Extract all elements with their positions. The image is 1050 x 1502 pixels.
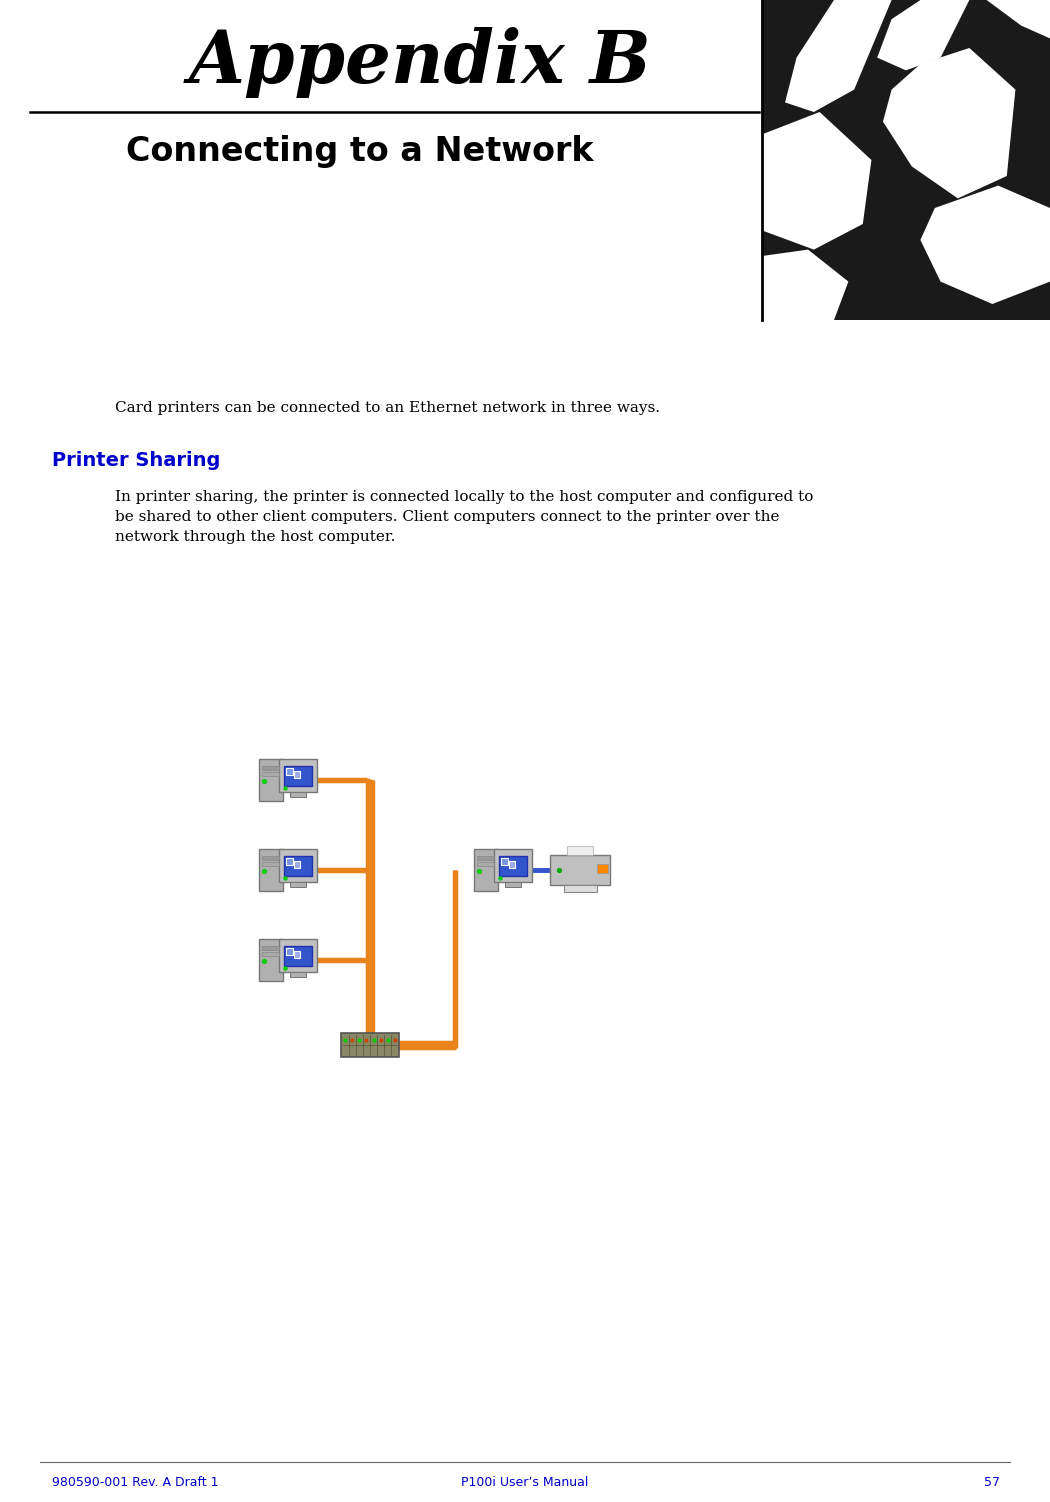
Bar [505, 882, 521, 886]
Bar [291, 882, 306, 886]
Bar [284, 856, 313, 876]
Polygon shape [921, 186, 1050, 303]
Bar [294, 951, 300, 957]
Polygon shape [785, 0, 891, 113]
Bar [597, 864, 608, 873]
Bar [499, 856, 527, 876]
Polygon shape [762, 113, 871, 249]
Bar [279, 759, 317, 792]
Bar [261, 856, 279, 861]
Bar [477, 862, 495, 865]
Bar [291, 792, 306, 796]
Bar [286, 858, 293, 865]
Bar [294, 771, 300, 778]
Bar [284, 946, 313, 966]
Bar [501, 858, 507, 865]
Bar [261, 952, 279, 955]
Bar [567, 846, 593, 855]
Text: Printer Sharing: Printer Sharing [52, 451, 220, 470]
Text: Appendix B: Appendix B [189, 27, 651, 98]
Bar [564, 885, 596, 892]
Bar [477, 856, 495, 861]
Polygon shape [883, 48, 1015, 198]
Polygon shape [987, 0, 1050, 39]
Text: P100i User’s Manual: P100i User’s Manual [461, 1475, 589, 1488]
Bar [261, 766, 279, 771]
Bar [294, 861, 300, 868]
Text: Card printers can be connected to an Ethernet network in three ways.: Card printers can be connected to an Eth… [116, 401, 660, 415]
Bar [286, 768, 293, 775]
Text: network through the host computer.: network through the host computer. [116, 530, 396, 544]
Text: 57: 57 [984, 1475, 1000, 1488]
Bar [474, 849, 498, 891]
Text: In printer sharing, the printer is connected locally to the host computer and co: In printer sharing, the printer is conne… [116, 490, 814, 505]
Bar [258, 849, 282, 891]
Polygon shape [877, 0, 969, 71]
Bar [286, 948, 293, 954]
Bar [291, 972, 306, 976]
Bar [762, 0, 1050, 320]
Text: Connecting to a Network: Connecting to a Network [126, 135, 593, 168]
Bar [261, 772, 279, 775]
Bar [762, 0, 1050, 320]
Text: be shared to other client computers. Client computers connect to the printer ove: be shared to other client computers. Cli… [116, 511, 779, 524]
Bar [341, 1033, 399, 1057]
Polygon shape [762, 249, 848, 320]
Bar [279, 849, 317, 882]
Bar [550, 855, 610, 885]
Bar [279, 939, 317, 972]
Bar [258, 939, 282, 981]
Bar [508, 861, 516, 868]
Bar [495, 849, 531, 882]
Bar [284, 766, 313, 786]
Bar [261, 862, 279, 865]
Text: 980590-001 Rev. A Draft 1: 980590-001 Rev. A Draft 1 [52, 1475, 218, 1488]
Bar [261, 946, 279, 951]
Bar [258, 759, 282, 801]
